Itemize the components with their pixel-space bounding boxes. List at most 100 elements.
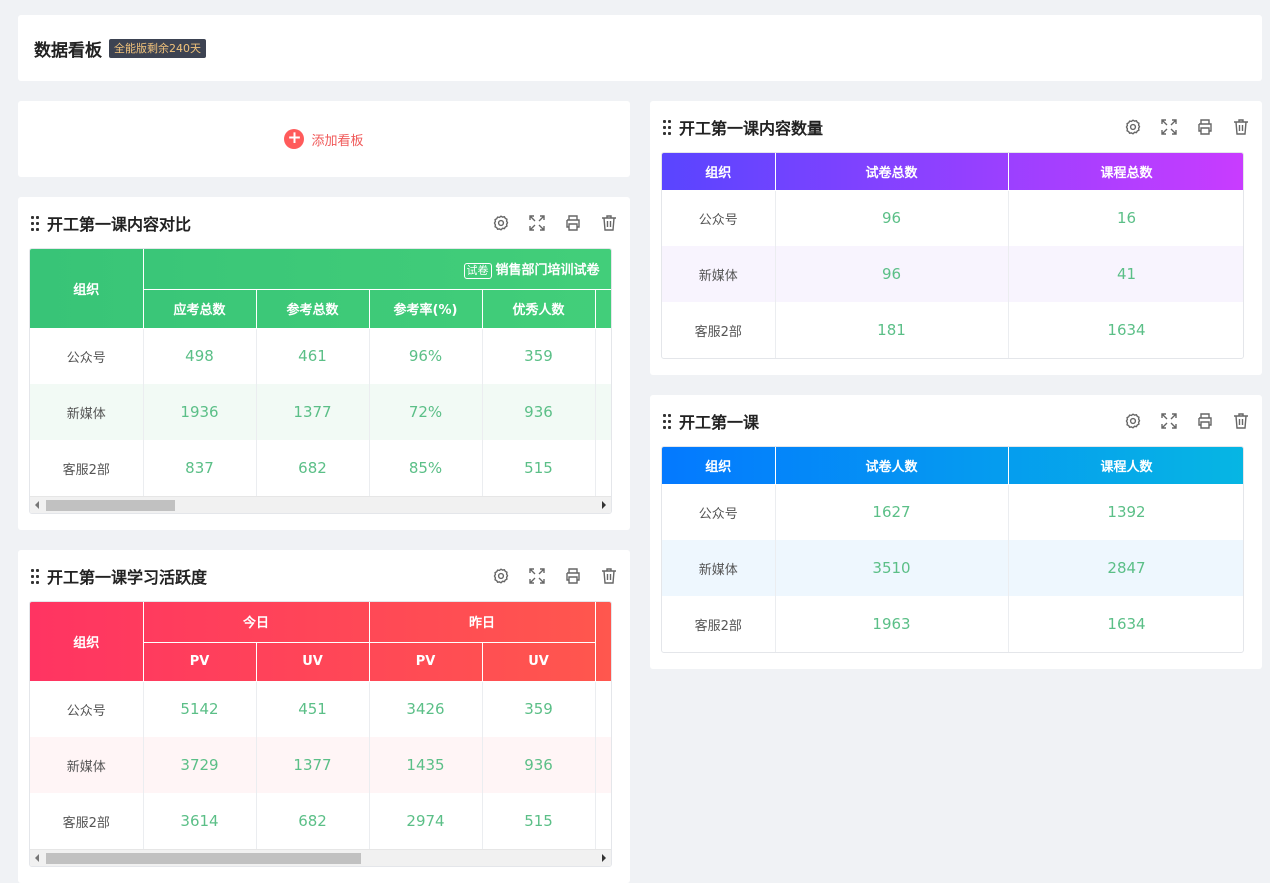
delete-icon[interactable] bbox=[1232, 118, 1250, 136]
table-row: 客服2部 3614 682 2974 515 bbox=[30, 793, 611, 849]
delete-icon[interactable] bbox=[1232, 412, 1250, 430]
people-table-container: 组织 试卷人数 课程人数 公众号 1627 1392 新媒体 3510 2847… bbox=[661, 446, 1244, 653]
card-header: 开工第一课 bbox=[650, 395, 1262, 447]
cell-value: 515 bbox=[482, 440, 596, 496]
column-header: UV bbox=[482, 642, 596, 682]
cell-value: 5142 bbox=[143, 681, 257, 737]
cell-value: 1936 bbox=[143, 384, 257, 440]
cell-value: 3614 bbox=[143, 793, 257, 849]
edition-badge: 全能版剩余240天 bbox=[109, 38, 206, 58]
table-row: 新媒体 1936 1377 72% 936 bbox=[30, 384, 611, 440]
cell-value: 837 bbox=[143, 440, 257, 496]
column-header: 课程人数 bbox=[1008, 447, 1243, 485]
cell-value: 1377 bbox=[256, 737, 370, 793]
card-title: 开工第一课学习活跃度 bbox=[47, 568, 208, 587]
add-board-label: 添加看板 bbox=[311, 133, 364, 149]
activity-table: 组织 今日 昨日 PV UV PV UV 公众号 5142 451 3426 bbox=[30, 602, 611, 849]
cell-empty bbox=[595, 384, 611, 440]
table-row: 新媒体 96 41 bbox=[662, 246, 1243, 302]
cell-value: 461 bbox=[256, 328, 370, 384]
print-icon[interactable] bbox=[1196, 118, 1214, 136]
table-row: 公众号 96 16 bbox=[662, 190, 1243, 246]
cell-value: 181 bbox=[775, 302, 1009, 358]
table-row: 公众号 1627 1392 bbox=[662, 484, 1243, 540]
print-icon[interactable] bbox=[564, 214, 582, 232]
activity-table-container: 组织 今日 昨日 PV UV PV UV 公众号 5142 451 3426 bbox=[29, 601, 612, 867]
fullscreen-icon[interactable] bbox=[528, 214, 546, 232]
exam-group-header: 试卷 销售部门培训试卷 bbox=[143, 249, 611, 290]
card-learning-activity: 开工第一课学习活跃度 组织 今日 昨日 PV UV PV bbox=[18, 550, 630, 883]
card-title: 开工第一课内容对比 bbox=[47, 215, 192, 234]
exam-group-label: 销售部门培训试卷 bbox=[495, 262, 600, 278]
horizontal-scrollbar[interactable] bbox=[30, 496, 611, 513]
column-header: 参考率(%) bbox=[369, 289, 483, 329]
cell-value: 936 bbox=[482, 737, 596, 793]
scrollbar-thumb[interactable] bbox=[46, 500, 175, 511]
fullscreen-icon[interactable] bbox=[528, 567, 546, 585]
drag-handle-icon[interactable] bbox=[663, 119, 671, 135]
column-header: 参考总数 bbox=[256, 289, 370, 329]
cell-value: 41 bbox=[1008, 246, 1243, 302]
cell-value: 1634 bbox=[1008, 302, 1243, 358]
cell-value: 96 bbox=[775, 190, 1009, 246]
people-table: 组织 试卷人数 课程人数 公众号 1627 1392 新媒体 3510 2847… bbox=[662, 447, 1243, 652]
delete-icon[interactable] bbox=[600, 214, 618, 232]
cell-org: 新媒体 bbox=[662, 246, 776, 302]
cell-value: 3426 bbox=[369, 681, 483, 737]
cell-value: 1377 bbox=[256, 384, 370, 440]
card-content-compare: 开工第一课内容对比 组织 试卷 销售部门培训试卷 应考总数 参考总数 参考率(%)… bbox=[18, 197, 630, 530]
drag-handle-icon[interactable] bbox=[663, 413, 671, 429]
column-header: 试卷总数 bbox=[775, 153, 1009, 191]
card-content-count: 开工第一课内容数量 组织 试卷总数 课程总数 公众号 96 16 bbox=[650, 101, 1262, 375]
table-row: 客服2部 1963 1634 bbox=[662, 596, 1243, 652]
scroll-left-arrow-icon[interactable] bbox=[35, 854, 39, 862]
scroll-left-arrow-icon[interactable] bbox=[35, 501, 39, 509]
cell-value: 2974 bbox=[369, 793, 483, 849]
add-board-button[interactable]: + 添加看板 bbox=[18, 101, 630, 177]
cell-org: 新媒体 bbox=[662, 540, 776, 596]
cell-org: 公众号 bbox=[30, 681, 144, 737]
card-header: 开工第一课学习活跃度 bbox=[18, 550, 630, 602]
cell-org: 公众号 bbox=[662, 484, 776, 540]
settings-icon[interactable] bbox=[492, 214, 510, 232]
settings-icon[interactable] bbox=[492, 567, 510, 585]
cell-org: 客服2部 bbox=[662, 596, 776, 652]
cell-value: 682 bbox=[256, 793, 370, 849]
table-row: 客服2部 181 1634 bbox=[662, 302, 1243, 358]
delete-icon[interactable] bbox=[600, 567, 618, 585]
table-row: 客服2部 837 682 85% 515 bbox=[30, 440, 611, 496]
compare-table-container: 组织 试卷 销售部门培训试卷 应考总数 参考总数 参考率(%) 优秀人数 公众号 … bbox=[29, 248, 612, 514]
column-header-org: 组织 bbox=[30, 249, 144, 329]
cell-org: 公众号 bbox=[30, 328, 144, 384]
settings-icon[interactable] bbox=[1124, 118, 1142, 136]
settings-icon[interactable] bbox=[1124, 412, 1142, 430]
table-row: 新媒体 3729 1377 1435 936 bbox=[30, 737, 611, 793]
cell-value: 1963 bbox=[775, 596, 1009, 652]
column-header: 应考总数 bbox=[143, 289, 257, 329]
scroll-right-arrow-icon[interactable] bbox=[602, 854, 606, 862]
scrollbar-thumb[interactable] bbox=[46, 853, 361, 864]
compare-table: 组织 试卷 销售部门培训试卷 应考总数 参考总数 参考率(%) 优秀人数 公众号 … bbox=[30, 249, 611, 496]
card-first-lesson: 开工第一课 组织 试卷人数 课程人数 公众号 1627 1392 bbox=[650, 395, 1262, 669]
cell-value: 96 bbox=[775, 246, 1009, 302]
card-header: 开工第一课内容对比 bbox=[18, 197, 630, 249]
drag-handle-icon[interactable] bbox=[31, 215, 39, 231]
table-row: 公众号 5142 451 3426 359 bbox=[30, 681, 611, 737]
horizontal-scrollbar[interactable] bbox=[30, 849, 611, 866]
cell-org: 客服2部 bbox=[662, 302, 776, 358]
fullscreen-icon[interactable] bbox=[1160, 412, 1178, 430]
cell-value: 359 bbox=[482, 681, 596, 737]
cell-value: 1627 bbox=[775, 484, 1009, 540]
print-icon[interactable] bbox=[564, 567, 582, 585]
scroll-right-arrow-icon[interactable] bbox=[602, 501, 606, 509]
card-title: 开工第一课内容数量 bbox=[679, 119, 824, 138]
column-header-empty bbox=[595, 602, 611, 682]
column-header: 课程总数 bbox=[1008, 153, 1243, 191]
drag-handle-icon[interactable] bbox=[31, 568, 39, 584]
fullscreen-icon[interactable] bbox=[1160, 118, 1178, 136]
print-icon[interactable] bbox=[1196, 412, 1214, 430]
cell-org: 新媒体 bbox=[30, 384, 144, 440]
cell-value: 1392 bbox=[1008, 484, 1243, 540]
cell-org: 公众号 bbox=[662, 190, 776, 246]
cell-value: 451 bbox=[256, 681, 370, 737]
